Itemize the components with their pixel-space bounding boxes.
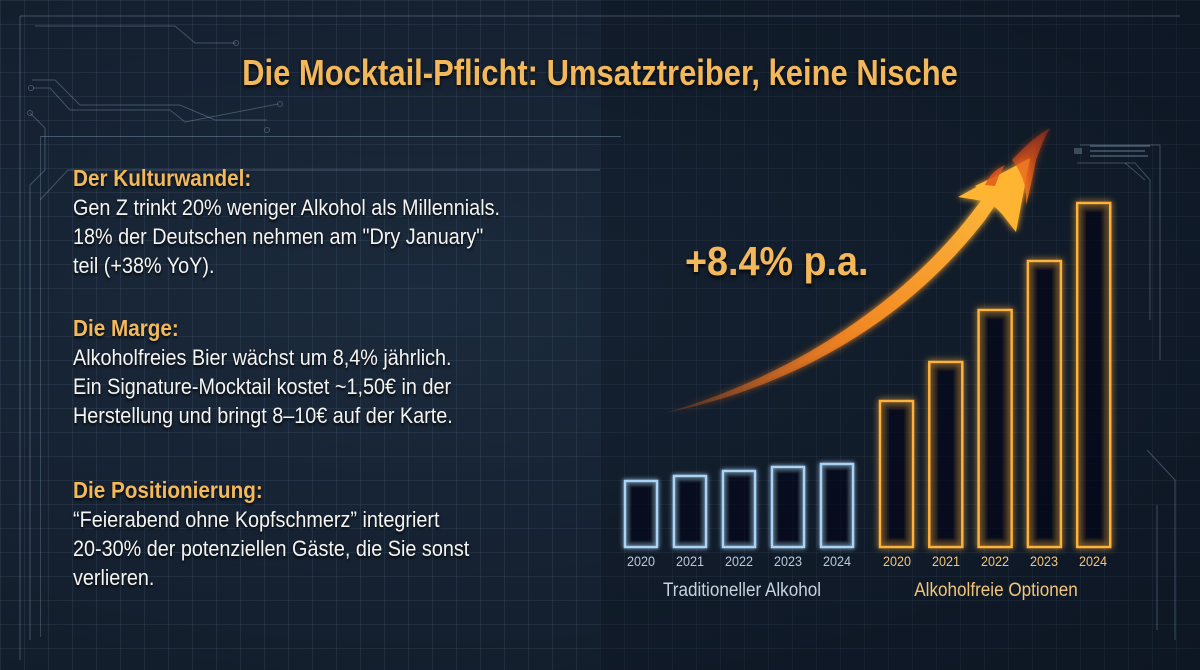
bar-2021 xyxy=(928,360,964,549)
section-heading: Die Positionierung: xyxy=(73,477,263,503)
bar-2020 xyxy=(623,479,659,549)
section-text-line: 20-30% der potenziellen Gäste, die Sie s… xyxy=(73,536,470,561)
x-tick-label: 2024 xyxy=(1078,553,1108,569)
bar-2023 xyxy=(1026,259,1063,549)
section-text-line: Herstellung und bringt 8–10€ auf der Kar… xyxy=(73,403,453,428)
section-text-line: Alkoholfreies Bier wächst um 8,4% jährli… xyxy=(73,345,452,370)
section-text-line: Gen Z trinkt 20% weniger Alkohol als Mil… xyxy=(73,195,501,220)
section-text-line: “Feierabend ohne Kopfschmerz” integriert xyxy=(73,507,440,532)
text-panel-frame xyxy=(40,136,621,637)
section-marge: Die Marge: Alkoholfreies Bier wächst um … xyxy=(73,313,633,430)
bar-2023 xyxy=(770,465,806,549)
x-tick-label: 2020 xyxy=(626,553,656,569)
bar-2024 xyxy=(819,462,855,549)
x-tick-label: 2022 xyxy=(980,553,1010,569)
x-tick-label: 2023 xyxy=(1029,553,1059,569)
legend-alcohol-free: Alkoholfreie Optionen xyxy=(914,580,1078,601)
legend-traditional: Traditioneller Alkohol xyxy=(662,580,822,601)
section-text-line: verlieren. xyxy=(73,565,155,590)
x-tick-label: 2021 xyxy=(931,553,961,569)
page-title: Die Mocktail-Pflicht: Umsatztreiber, kei… xyxy=(242,52,958,93)
section-heading: Der Kulturwandel: xyxy=(73,165,252,191)
x-tick-label: 2020 xyxy=(882,553,912,569)
x-tick-label: 2023 xyxy=(773,553,803,569)
bar-2024 xyxy=(1075,201,1112,549)
x-tick-label: 2024 xyxy=(822,553,852,569)
x-tick-label: 2022 xyxy=(724,553,754,569)
growth-rate-annotation: +8.4% p.a. xyxy=(685,238,869,284)
section-text-line: 18% der Deutschen nehmen am "Dry January… xyxy=(73,224,484,249)
x-tick-label: 2021 xyxy=(675,553,705,569)
bar-2020 xyxy=(878,399,915,549)
section-text-line: teil (+38% YoY). xyxy=(73,253,215,278)
section-text-line: Ein Signature-Mocktail kostet ~1,50€ in … xyxy=(73,374,452,399)
section-kulturwandel: Der Kulturwandel: Gen Z trinkt 20% wenig… xyxy=(73,163,633,280)
bar-2021 xyxy=(672,474,708,549)
section-heading: Die Marge: xyxy=(73,315,179,341)
bars-alcohol-free xyxy=(878,201,1112,549)
rising-arrow-icon xyxy=(665,128,1050,413)
bars-traditional xyxy=(623,462,855,549)
bar-2022 xyxy=(721,469,757,549)
section-positionierung: Die Positionierung: “Feierabend ohne Kop… xyxy=(73,475,633,592)
bar-2022 xyxy=(977,308,1013,549)
